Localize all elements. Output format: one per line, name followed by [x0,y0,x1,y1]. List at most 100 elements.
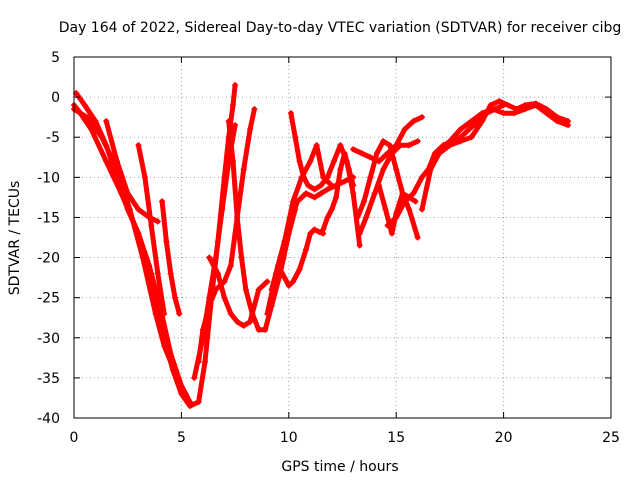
data-point [367,154,374,161]
data-point [363,214,370,221]
x-tick-label: 15 [387,430,405,446]
data-point [414,138,421,145]
data-point [285,222,292,229]
data-point [418,114,425,121]
data-point [380,166,387,173]
data-point [221,294,228,301]
data-point [324,174,331,181]
data-point [212,286,219,293]
data-point [148,222,155,229]
data-point [360,198,367,205]
data-point [214,270,221,277]
y-tick-label: -35 [37,371,60,387]
data-point [500,110,507,117]
data-point [388,230,395,237]
data-point [457,134,464,141]
data-point [380,138,387,145]
data-point [492,106,499,113]
data-point [232,82,239,89]
data-point [199,326,206,333]
series-track-3 [71,106,189,397]
y-tick-label: -10 [37,170,60,186]
data-point [126,206,133,213]
data-point [154,270,161,277]
data-point [320,226,327,233]
data-point [242,286,249,293]
data-point [356,230,363,237]
data-point [238,254,245,261]
series-layer [71,82,572,409]
data-point [229,158,236,165]
data-point [124,190,131,197]
data-point [388,150,395,157]
data-point [225,118,232,125]
y-tick-label: 5 [51,50,60,66]
series-track-15 [320,150,356,232]
data-point [300,174,307,181]
data-point [386,142,393,149]
data-point [313,142,320,149]
data-point [98,134,105,141]
data-point [307,158,314,165]
data-point [311,194,318,201]
x-tick-label: 20 [495,430,513,446]
data-point [468,134,475,141]
data-point [328,206,335,213]
data-point [399,190,406,197]
data-point [487,102,494,109]
y-axis-label: SDTVAR / TECUs [7,181,23,296]
data-point [315,228,322,235]
data-point [513,106,520,113]
data-point [296,158,303,165]
data-point [191,374,198,381]
data-point [367,174,374,181]
data-point [418,206,425,213]
data-point [384,222,391,229]
grid-layer [74,57,611,418]
data-point [159,198,166,205]
data-point [410,118,417,125]
data-point [330,158,337,165]
x-axis-label: GPS time / hours [281,459,398,475]
y-tick-label: -30 [37,331,60,347]
data-point [262,326,269,333]
data-point [240,322,247,329]
data-point [212,254,219,261]
data-point [249,310,256,317]
data-point [311,186,318,193]
data-point [496,98,503,105]
data-point [406,206,413,213]
data-point [376,182,383,189]
data-point [154,218,161,225]
data-point [176,310,183,317]
data-point [483,110,490,117]
data-point [474,118,481,125]
y-tick-label: 0 [51,90,60,106]
data-point [234,318,241,325]
data-point [324,214,331,221]
data-point [302,190,309,197]
data-point [161,310,168,317]
data-point [292,134,299,141]
chart-title: Day 164 of 2022, Sidereal Day-to-day VTE… [59,20,622,36]
x-tick-label: 0 [70,430,79,446]
data-point [255,326,262,333]
x-tick-label: 25 [602,430,620,446]
data-point [337,166,344,173]
data-point [277,254,284,261]
data-point [350,182,357,189]
data-point [333,194,340,201]
data-point [247,318,254,325]
data-point [371,190,378,197]
data-point [195,358,202,365]
data-point [232,122,239,129]
data-point [406,142,413,149]
data-point [302,246,309,253]
data-point [318,182,325,189]
data-point [532,100,539,107]
data-point [240,166,247,173]
data-point [234,214,241,221]
data-point [195,398,202,405]
